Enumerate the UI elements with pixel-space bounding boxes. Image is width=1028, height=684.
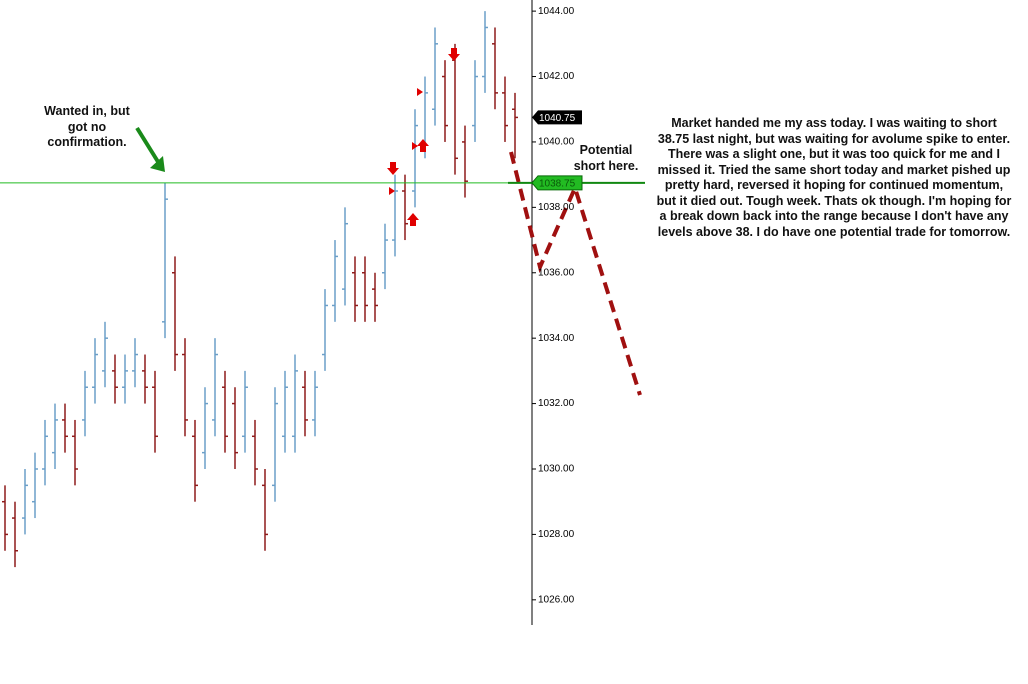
level-label: 1038.75 <box>539 178 576 189</box>
y-tick-label: 1026.00 <box>538 594 575 605</box>
annotation: Potential short here. <box>573 143 639 173</box>
projection-path <box>509 151 642 396</box>
y-tick-label: 1034.00 <box>538 333 575 344</box>
last-price-label: 1040.75 <box>539 113 576 124</box>
y-tick-label: 1028.00 <box>538 529 575 540</box>
annotation-arrowhead <box>150 156 165 172</box>
y-tick-label: 1042.00 <box>538 71 575 82</box>
level-label-box <box>531 175 583 191</box>
trade-markers <box>387 48 460 226</box>
last-price-box <box>532 110 582 125</box>
y-tick-label: 1038.00 <box>538 202 575 213</box>
y-tick-label: 1036.00 <box>538 267 575 278</box>
annotation: Wanted in, but got no confirmation. <box>44 104 130 149</box>
y-tick-label: 1040.00 <box>538 137 575 148</box>
annotation-arrow <box>135 126 162 167</box>
y-tick-label: 1032.00 <box>538 398 575 409</box>
commentary: Market handed me my ass today. I was wai… <box>656 116 1012 239</box>
y-tick-label: 1030.00 <box>538 464 575 475</box>
bars <box>2 11 518 568</box>
y-tick-label: 1044.00 <box>538 6 575 17</box>
